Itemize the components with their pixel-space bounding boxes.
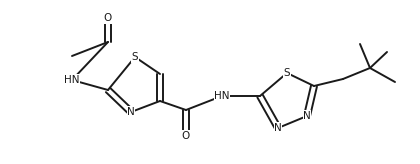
Text: N: N (303, 111, 311, 121)
Text: O: O (182, 131, 190, 141)
Text: N: N (274, 123, 282, 133)
Text: S: S (284, 68, 290, 78)
Text: HN: HN (214, 91, 230, 101)
Text: N: N (127, 107, 135, 117)
Text: S: S (132, 52, 138, 62)
Text: O: O (104, 13, 112, 23)
Text: HN: HN (64, 75, 80, 85)
